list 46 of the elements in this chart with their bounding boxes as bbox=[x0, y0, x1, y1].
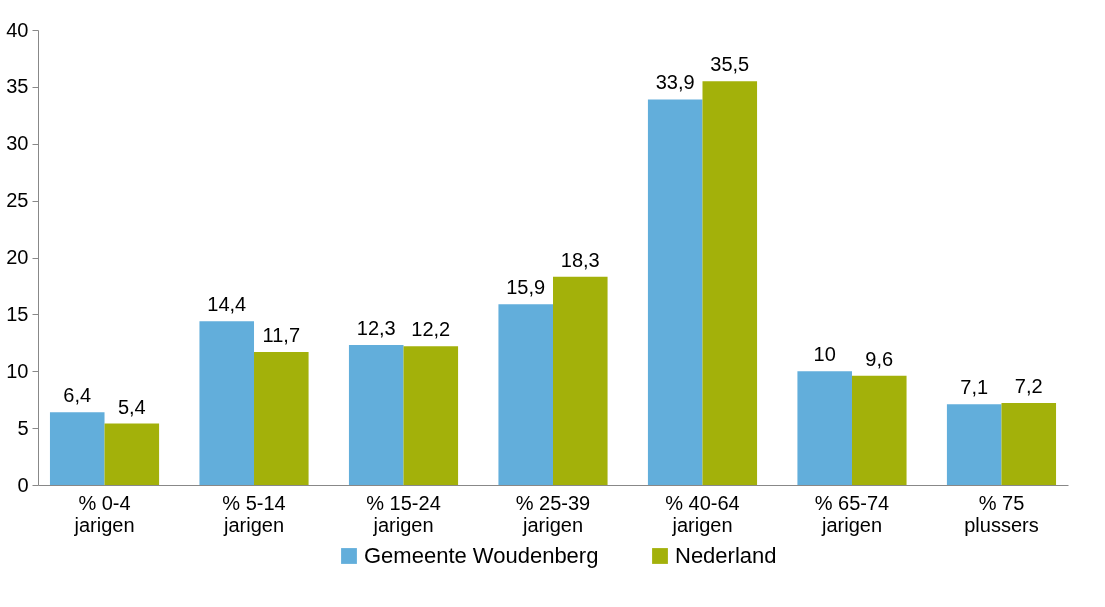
x-tick-label: % 75 plussers bbox=[964, 491, 1039, 536]
data-label: 18,3 bbox=[560, 248, 600, 271]
x-tick-label: % 5-14 jarigen bbox=[222, 491, 286, 536]
y-tick-label: 10 bbox=[6, 359, 29, 382]
bar bbox=[498, 304, 553, 485]
data-label: 15,9 bbox=[506, 276, 546, 299]
bar bbox=[403, 346, 459, 485]
y-tick-label: 25 bbox=[6, 189, 29, 212]
data-label: 6,4 bbox=[63, 384, 92, 407]
y-tick-label: 35 bbox=[6, 75, 29, 98]
legend-label: Nederland bbox=[675, 543, 777, 568]
data-label: 10 bbox=[813, 343, 836, 366]
y-tick-label: 15 bbox=[6, 302, 29, 325]
bar bbox=[49, 412, 105, 485]
bar bbox=[647, 99, 703, 485]
bar bbox=[851, 375, 907, 485]
bar bbox=[797, 371, 852, 485]
bar bbox=[199, 321, 255, 485]
data-label: 33,9 bbox=[655, 71, 695, 94]
x-tick-label: % 25-39 jarigen bbox=[515, 491, 591, 536]
y-tick-label: 0 bbox=[17, 473, 29, 496]
data-label: 7,1 bbox=[960, 376, 989, 399]
data-label: 35,5 bbox=[710, 53, 750, 76]
bar bbox=[702, 81, 758, 485]
bar bbox=[104, 423, 160, 485]
x-tick-label: % 0-4 jarigen bbox=[73, 491, 135, 536]
y-tick-label: 40 bbox=[6, 18, 29, 41]
bar bbox=[254, 351, 309, 485]
bar bbox=[1001, 403, 1057, 485]
bar bbox=[553, 276, 608, 485]
data-label: 9,6 bbox=[865, 347, 894, 370]
data-label: 14,4 bbox=[207, 293, 247, 316]
y-tick-label: 5 bbox=[17, 416, 29, 439]
x-tick-label: % 40-64 jarigen bbox=[665, 491, 740, 536]
legend-label: Gemeente Woudenberg bbox=[364, 543, 599, 568]
data-label: 5,4 bbox=[117, 395, 146, 418]
x-tick-label: % 15-24 jarigen bbox=[366, 491, 441, 536]
data-label: 7,2 bbox=[1014, 375, 1043, 398]
data-label: 12,2 bbox=[411, 318, 451, 341]
bar bbox=[348, 345, 404, 485]
x-tick-label: % 65-74 jarigen bbox=[814, 491, 890, 536]
y-tick-label: 30 bbox=[6, 132, 29, 155]
data-label: 12,3 bbox=[356, 317, 396, 340]
y-tick-label: 20 bbox=[6, 246, 29, 268]
data-label: 11,7 bbox=[262, 323, 301, 346]
bar bbox=[946, 404, 1002, 485]
